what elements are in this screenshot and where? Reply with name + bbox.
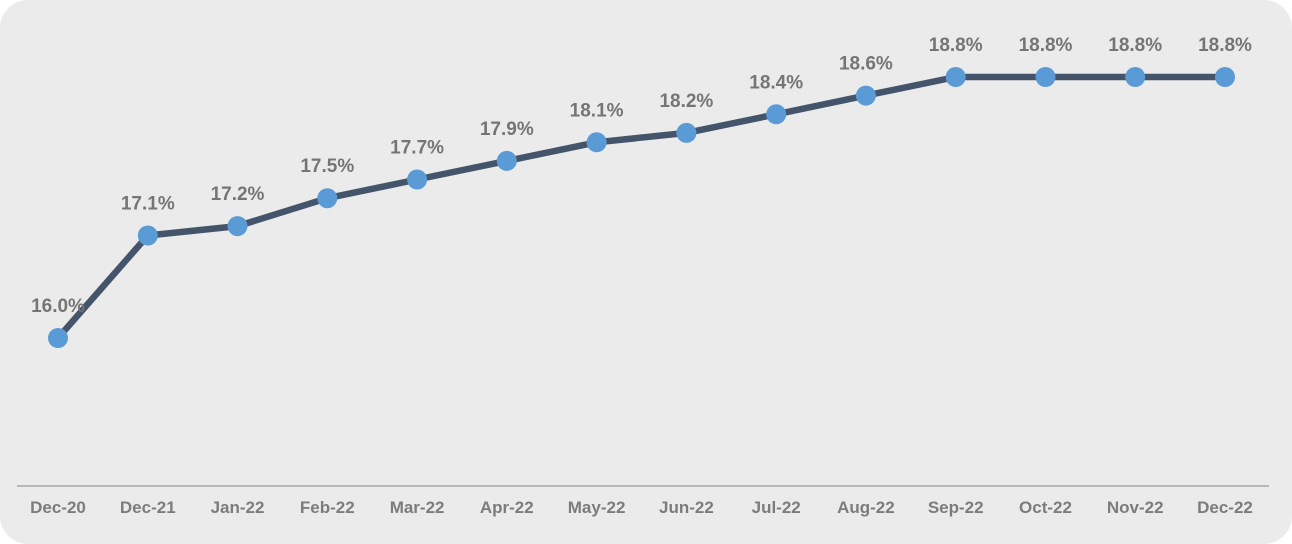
data-label: 18.8% [1198, 35, 1252, 56]
data-label: 18.8% [1108, 35, 1162, 56]
data-label: 18.2% [659, 91, 713, 112]
data-label: 18.8% [1019, 35, 1073, 56]
data-point-marker [48, 328, 68, 348]
x-axis-tick-label: May-22 [568, 498, 626, 517]
x-axis-tick-label: Feb-22 [300, 498, 355, 517]
data-point-marker [407, 169, 428, 190]
data-point-marker [586, 132, 607, 153]
x-axis-tick-label: Apr-22 [480, 498, 534, 517]
data-point-marker [496, 150, 517, 171]
data-point-marker [855, 85, 876, 106]
data-point-marker [766, 104, 787, 125]
x-axis-tick-label: Dec-20 [30, 498, 86, 517]
data-label: 17.1% [121, 194, 175, 215]
x-axis-tick-label: Mar-22 [390, 498, 445, 517]
data-point-marker [1035, 67, 1056, 87]
data-label: 16.0% [31, 296, 85, 317]
data-label: 17.5% [300, 156, 354, 177]
data-label: 17.9% [480, 119, 534, 140]
x-axis-tick-label: Oct-22 [1019, 498, 1072, 517]
data-label: 17.7% [390, 138, 444, 159]
data-label: 18.8% [929, 35, 983, 56]
x-axis-tick-label: Aug-22 [837, 498, 895, 517]
data-point-marker [676, 122, 697, 143]
data-point-marker [227, 216, 248, 237]
data-point-marker [1215, 67, 1235, 87]
x-axis-tick-label: Sep-22 [928, 498, 984, 517]
data-label: 17.2% [211, 184, 265, 205]
data-point-marker [317, 188, 338, 209]
x-axis-tick-label: Dec-22 [1197, 498, 1253, 517]
x-axis-tick-label: Jun-22 [659, 498, 714, 517]
data-point-marker [137, 225, 158, 246]
x-axis-tick-label: Nov-22 [1107, 498, 1164, 517]
x-axis-tick-label: Jan-22 [211, 498, 265, 517]
x-axis-tick-label: Dec-21 [120, 498, 176, 517]
series-line [54, 73, 1229, 342]
data-point-marker [1125, 67, 1146, 87]
x-axis-tick-label: Jul-22 [752, 498, 801, 517]
data-label: 18.1% [570, 100, 624, 121]
data-label: 18.4% [749, 72, 803, 93]
data-point-marker [945, 67, 966, 87]
data-label: 18.6% [839, 54, 893, 75]
